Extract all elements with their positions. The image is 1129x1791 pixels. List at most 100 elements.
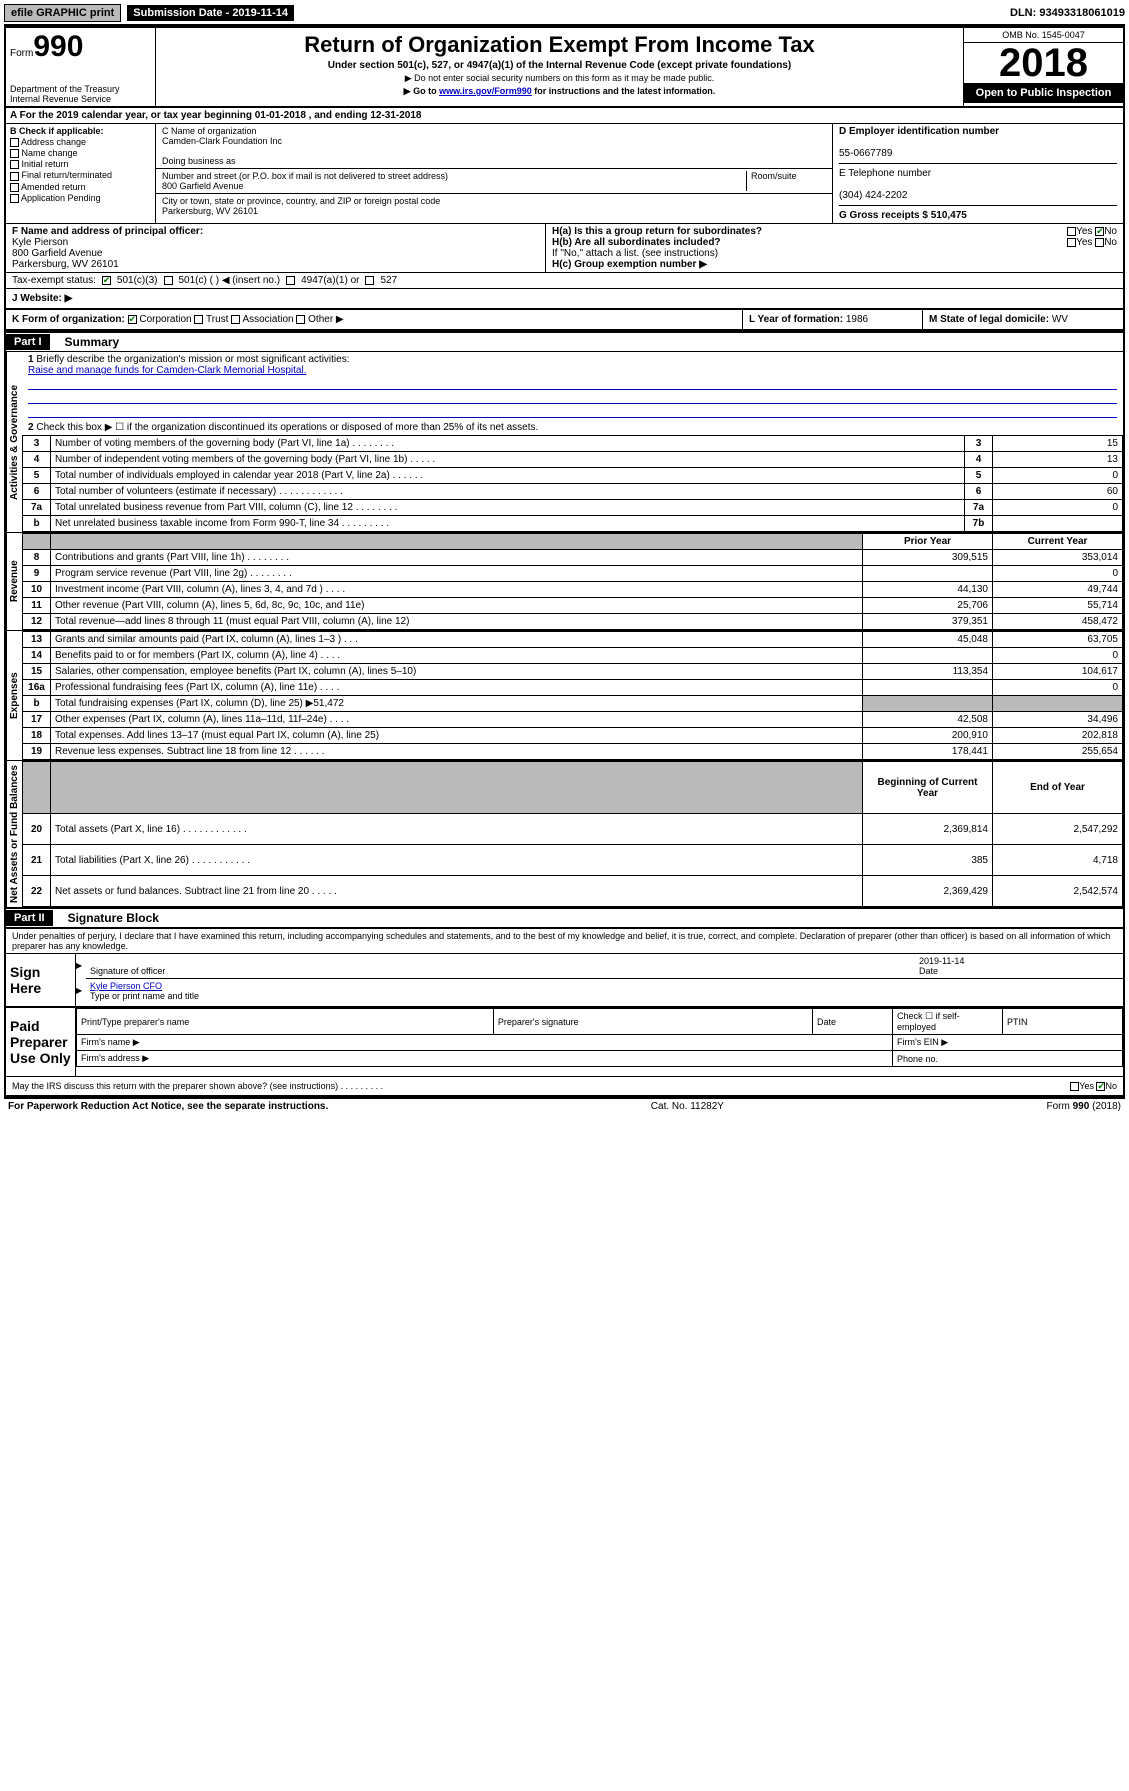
q1-text: Briefly describe the organization's miss…: [36, 354, 349, 365]
footer-left: For Paperwork Reduction Act Notice, see …: [8, 1101, 328, 1112]
ck-527[interactable]: [365, 276, 374, 285]
efile-btn[interactable]: efile GRAPHIC print: [4, 4, 121, 22]
q2-text: Check this box ▶ ☐ if the organization d…: [36, 422, 538, 433]
governance-table: 3Number of voting members of the governi…: [22, 435, 1123, 532]
form-title: Return of Organization Exempt From Incom…: [158, 32, 961, 58]
section-a: A For the 2019 calendar year, or tax yea…: [6, 106, 1123, 123]
mission-text: Raise and manage funds for Camden-Clark …: [28, 365, 306, 376]
sign-here-label: Sign Here: [6, 954, 76, 1006]
sig-name: Kyle Pierson CFO: [90, 981, 162, 991]
perjury-text: Under penalties of perjury, I declare th…: [6, 929, 1123, 953]
room-label: Room/suite: [746, 171, 826, 191]
hc-label: H(c) Group exemption number ▶: [552, 259, 707, 270]
city: Parkersburg, WV 26101: [162, 206, 826, 216]
ck-501c[interactable]: [164, 276, 173, 285]
hb-label: H(b) Are all subordinates included?: [552, 237, 721, 248]
year-formation: 1986: [846, 314, 868, 325]
firm-ein-label: Firm's EIN ▶: [893, 1035, 1123, 1051]
dba-label: Doing business as: [162, 156, 826, 166]
expenses-table: 13Grants and similar amounts paid (Part …: [22, 631, 1123, 760]
domicile-label: M State of legal domicile:: [929, 314, 1049, 325]
part1-badge: Part I: [6, 334, 50, 350]
sig-date-label: Date: [919, 966, 938, 976]
officer-label: F Name and address of principal officer:: [12, 226, 203, 237]
preparer-name-label: Print/Type preparer's name: [77, 1009, 494, 1035]
street: 800 Garfield Avenue: [162, 181, 746, 191]
hb-no[interactable]: [1095, 238, 1104, 247]
expenses-label: Expenses: [6, 631, 22, 760]
ck-amended[interactable]: [10, 183, 19, 192]
ha-label: H(a) Is this a group return for subordin…: [552, 226, 762, 237]
form-word: Form: [10, 48, 33, 59]
part2-title: Signature Block: [63, 909, 164, 927]
part1-title: Summary: [60, 333, 125, 351]
website-label: J Website: ▶: [12, 293, 72, 304]
footer-right: Form 990 (2018): [1047, 1101, 1121, 1112]
paid-preparer-label: Paid Preparer Use Only: [6, 1008, 76, 1076]
form-subtitle: Under section 501(c), 527, or 4947(a)(1)…: [158, 60, 961, 71]
dln: DLN: 93493318061019: [1010, 7, 1125, 19]
discuss-yes[interactable]: [1070, 1082, 1079, 1091]
city-label: City or town, state or province, country…: [162, 196, 826, 206]
dept-treasury: Department of the Treasury: [10, 84, 151, 94]
form-number: 990: [33, 30, 83, 63]
irs-link[interactable]: www.irs.gov/Form990: [439, 86, 532, 96]
domicile: WV: [1052, 314, 1068, 325]
ck-501c3[interactable]: [102, 276, 111, 285]
ck-final[interactable]: [10, 172, 19, 181]
ptin-label: PTIN: [1003, 1009, 1123, 1035]
officer-name: Kyle Pierson: [12, 237, 68, 248]
firm-name-label: Firm's name ▶: [77, 1035, 893, 1051]
sig-officer-label: Signature of officer: [90, 966, 165, 976]
discuss-text: May the IRS discuss this return with the…: [12, 1081, 1070, 1091]
sig-name-label: Type or print name and title: [90, 991, 199, 1001]
revenue-label: Revenue: [6, 533, 22, 630]
netassets-table: Beginning of Current YearEnd of Year20To…: [22, 761, 1123, 907]
ein: 55-0667789: [839, 148, 892, 159]
tax-year: 2018: [964, 43, 1123, 83]
part2-badge: Part II: [6, 910, 53, 926]
preparer-sig-label: Preparer's signature: [493, 1009, 812, 1035]
officer-addr2: Parkersburg, WV 26101: [12, 259, 119, 270]
mission-line: [28, 390, 1117, 404]
note-link: ▶ Go to www.irs.gov/Form990 for instruct…: [158, 86, 961, 97]
col-b-title: B Check if applicable:: [10, 126, 104, 136]
irs: Internal Revenue Service: [10, 94, 151, 104]
ck-namechange[interactable]: [10, 149, 19, 158]
ck-other[interactable]: [296, 315, 305, 324]
tel-label: E Telephone number: [839, 168, 931, 179]
ck-initial[interactable]: [10, 160, 19, 169]
ck-assoc[interactable]: [231, 315, 240, 324]
addr-label: Number and street (or P.O. box if mail i…: [162, 171, 746, 181]
year-formation-label: L Year of formation:: [749, 314, 846, 325]
ck-corp[interactable]: [128, 315, 137, 324]
revenue-table: Prior YearCurrent Year8Contributions and…: [22, 533, 1123, 630]
tax-status-label: Tax-exempt status:: [12, 275, 96, 286]
ck-pending[interactable]: [10, 194, 19, 203]
footer-mid: Cat. No. 11282Y: [651, 1101, 724, 1112]
ck-4947[interactable]: [286, 276, 295, 285]
preparer-date-label: Date: [813, 1009, 893, 1035]
netassets-label: Net Assets or Fund Balances: [6, 761, 22, 907]
org-name: Camden-Clark Foundation Inc: [162, 136, 826, 146]
ck-trust[interactable]: [194, 315, 203, 324]
ein-label: D Employer identification number: [839, 126, 999, 137]
hb-yes[interactable]: [1067, 238, 1076, 247]
form-org-label: K Form of organization:: [12, 314, 125, 325]
mission-line: [28, 376, 1117, 390]
ha-yes[interactable]: [1067, 227, 1076, 236]
ha-no[interactable]: [1095, 227, 1104, 236]
governance-label: Activities & Governance: [6, 352, 22, 532]
note-ssn: ▶ Do not enter social security numbers o…: [158, 73, 961, 84]
discuss-no[interactable]: [1096, 1082, 1105, 1091]
hb-note: If "No," attach a list. (see instruction…: [552, 248, 1117, 259]
gross-receipts: G Gross receipts $ 510,475: [839, 210, 967, 221]
self-employed-label: Check ☐ if self-employed: [893, 1009, 1003, 1035]
telephone: (304) 424-2202: [839, 190, 907, 201]
firm-phone-label: Phone no.: [893, 1051, 1123, 1067]
firm-addr-label: Firm's address ▶: [77, 1051, 893, 1067]
officer-addr1: 800 Garfield Avenue: [12, 248, 102, 259]
sig-date: 2019-11-14: [919, 956, 964, 966]
ck-address[interactable]: [10, 138, 19, 147]
submission-date: Submission Date - 2019-11-14: [127, 5, 294, 21]
